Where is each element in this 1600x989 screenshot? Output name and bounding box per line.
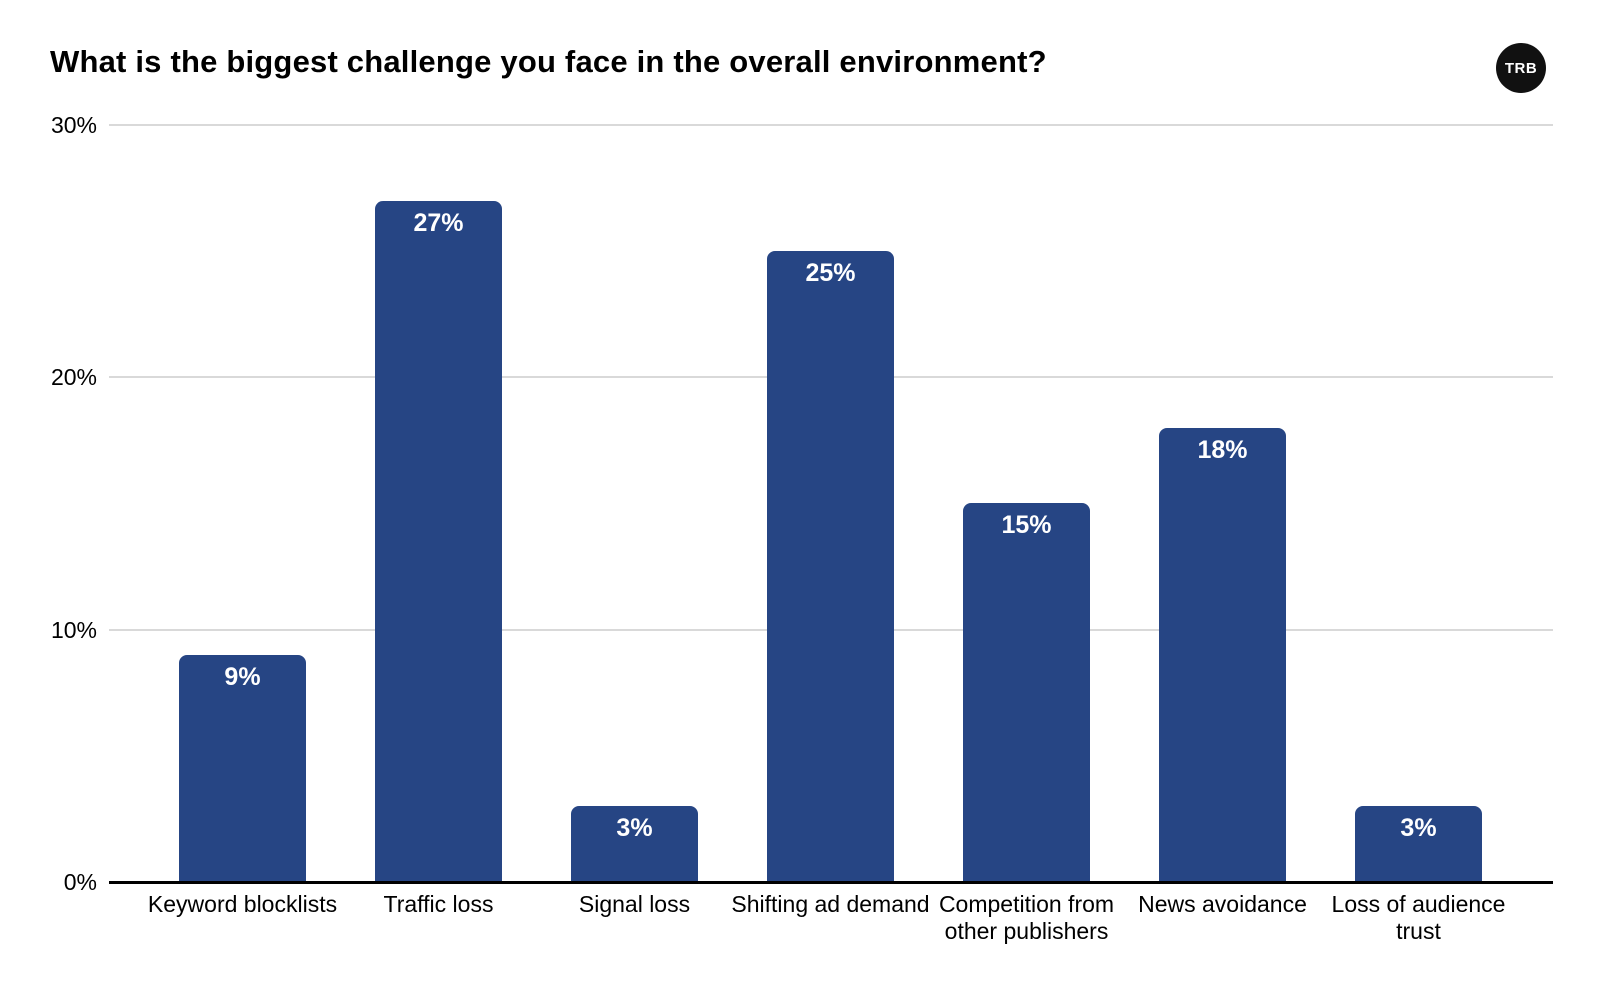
chart-title: What is the biggest challenge you face i…	[50, 44, 1047, 79]
bar: 3%	[1355, 806, 1482, 882]
bar-value-label: 9%	[224, 663, 261, 691]
x-axis-category-label: News avoidance	[1138, 891, 1307, 917]
bar-value-label: 18%	[1197, 436, 1248, 464]
x-axis-line	[109, 881, 1553, 884]
bar-value-label: 25%	[805, 259, 856, 287]
bar: 18%	[1159, 428, 1286, 882]
bar-value-label: 3%	[616, 814, 653, 842]
gridline	[109, 124, 1553, 126]
x-axis-category-label: Keyword blocklists	[147, 891, 338, 917]
x-axis-category-label: Competition from other publishers	[938, 891, 1115, 944]
y-axis-tick-label: 10%	[50, 617, 97, 643]
x-axis-category-label: Loss of audience trust	[1331, 891, 1506, 944]
bar: 25%	[767, 251, 894, 882]
trb-logo-text: TRB	[1504, 59, 1538, 77]
y-axis-tick-label: 20%	[50, 364, 97, 390]
bar-value-label: 3%	[1400, 814, 1437, 842]
x-axis-category-label: Traffic loss	[383, 891, 494, 917]
trb-logo: TRB	[1496, 43, 1546, 93]
bar-value-label: 27%	[413, 209, 464, 237]
bar: 15%	[963, 503, 1090, 882]
y-axis-tick-label: 0%	[63, 869, 97, 895]
bar: 3%	[571, 806, 698, 882]
bar: 9%	[179, 655, 306, 882]
bar-value-label: 15%	[1001, 511, 1052, 539]
x-axis-category-label: Signal loss	[578, 891, 691, 917]
y-axis-tick-label: 30%	[50, 112, 97, 138]
x-axis-category-label: Shifting ad demand	[731, 891, 930, 917]
bar: 27%	[375, 201, 502, 882]
